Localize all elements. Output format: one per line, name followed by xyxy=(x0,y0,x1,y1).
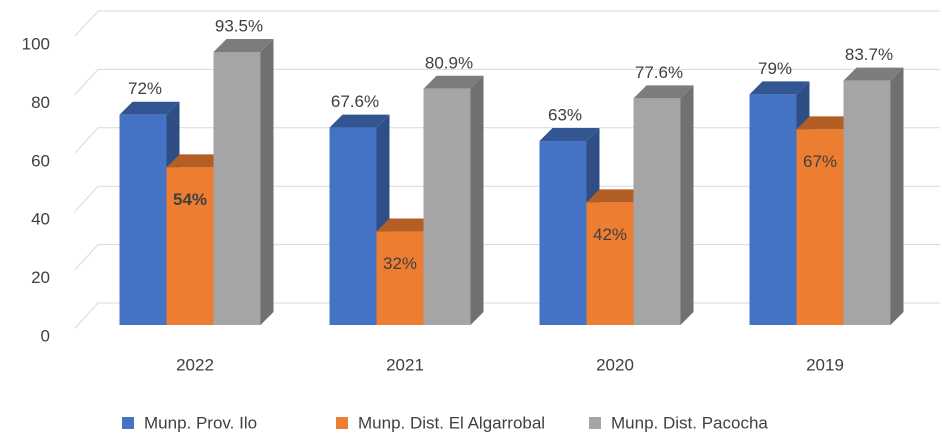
y-tick-label: 0 xyxy=(41,326,50,345)
data-label: 67% xyxy=(803,152,837,171)
legend-label: Munp. Prov. Ilo xyxy=(144,413,257,432)
grid-line xyxy=(74,68,940,95)
x-tick-label: 2019 xyxy=(806,355,844,374)
bar-side xyxy=(890,67,904,325)
bar-top xyxy=(423,75,484,89)
data-label: 63% xyxy=(548,106,582,125)
bar-top xyxy=(213,38,274,52)
data-label: 54% xyxy=(173,190,207,209)
bar-top xyxy=(329,114,390,128)
y-tick-label: 60 xyxy=(31,151,50,170)
bar xyxy=(796,129,844,325)
bar-side xyxy=(470,75,484,325)
bar-top xyxy=(586,189,647,203)
legend-label: Munp. Dist. El Algarrobal xyxy=(358,413,545,432)
bar xyxy=(586,202,634,325)
bar-top xyxy=(843,67,904,81)
data-label: 72% xyxy=(128,79,162,98)
y-tick-label: 100 xyxy=(22,34,50,53)
bar xyxy=(423,88,471,325)
x-tick-label: 2021 xyxy=(386,355,424,374)
bar-top xyxy=(796,116,857,130)
legend-swatch xyxy=(122,417,134,429)
bar-top xyxy=(539,128,600,142)
bar xyxy=(749,94,797,325)
bar-top xyxy=(376,218,437,232)
bar xyxy=(166,167,214,325)
data-label: 93.5% xyxy=(215,16,263,35)
data-label: 79% xyxy=(758,59,792,78)
y-tick-label: 20 xyxy=(31,268,50,287)
data-label: 42% xyxy=(593,225,627,244)
grid-line xyxy=(74,10,940,37)
y-tick-label: 80 xyxy=(31,93,50,112)
bar xyxy=(376,231,424,325)
data-label: 67.6% xyxy=(331,92,379,111)
x-tick-label: 2020 xyxy=(596,355,634,374)
data-label: 80.9% xyxy=(425,53,473,72)
bar-side xyxy=(260,38,274,325)
bar-side xyxy=(680,85,694,326)
legend-label: Munp. Dist. Pacocha xyxy=(611,413,768,432)
bar xyxy=(843,80,891,325)
legend-swatch xyxy=(589,417,601,429)
bar xyxy=(329,127,377,325)
bar xyxy=(539,141,587,325)
data-label: 32% xyxy=(383,254,417,273)
bar xyxy=(119,114,167,325)
bar-top xyxy=(749,81,810,95)
x-tick-label: 2022 xyxy=(176,355,214,374)
bar-top xyxy=(166,154,227,168)
bar xyxy=(633,98,681,326)
data-label: 83.7% xyxy=(845,45,893,64)
data-label: 77.6% xyxy=(635,63,683,82)
legend-swatch xyxy=(336,417,348,429)
y-tick-label: 40 xyxy=(31,210,50,229)
bar xyxy=(213,51,261,325)
bar-top xyxy=(119,101,180,115)
bar-top xyxy=(633,85,694,99)
